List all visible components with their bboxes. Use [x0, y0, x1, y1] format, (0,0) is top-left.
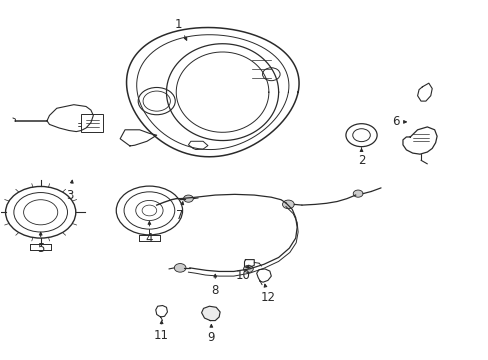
Text: 9: 9 — [207, 324, 215, 344]
Text: 3: 3 — [66, 180, 74, 202]
Circle shape — [174, 264, 185, 272]
Text: 12: 12 — [260, 284, 275, 304]
Text: 5: 5 — [37, 232, 44, 255]
Text: 2: 2 — [357, 148, 365, 167]
Text: 6: 6 — [391, 116, 406, 129]
Text: 11: 11 — [154, 321, 169, 342]
FancyBboxPatch shape — [81, 114, 103, 132]
Text: 8: 8 — [211, 274, 219, 297]
Text: 1: 1 — [175, 18, 186, 40]
Text: 7: 7 — [176, 202, 183, 222]
Circle shape — [352, 190, 362, 197]
Polygon shape — [201, 306, 220, 320]
Text: 4: 4 — [145, 221, 153, 244]
Circle shape — [243, 265, 253, 273]
Circle shape — [282, 200, 294, 209]
Text: 10: 10 — [236, 265, 250, 282]
Circle shape — [183, 195, 193, 202]
